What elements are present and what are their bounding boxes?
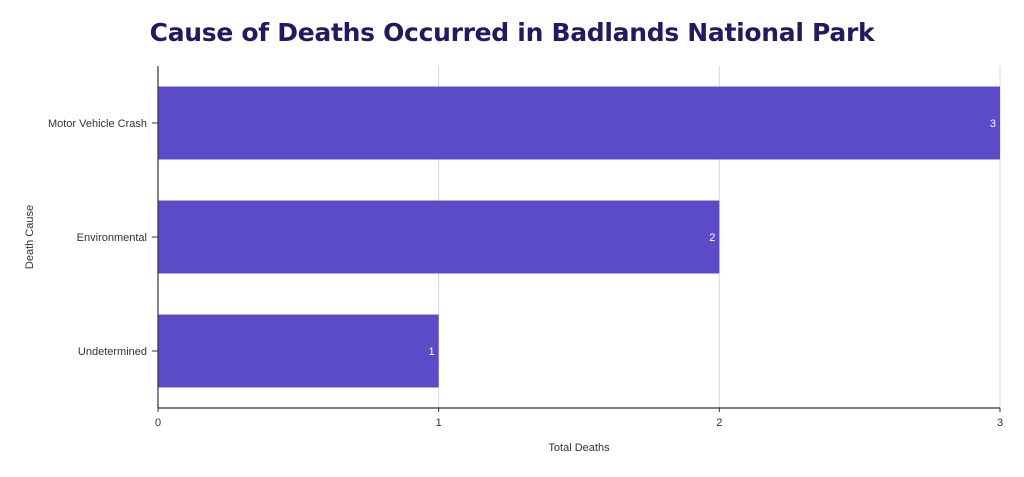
x-tick-label: 0	[155, 417, 161, 429]
y-axis-title: Death Cause	[24, 205, 36, 269]
x-tick-label: 1	[436, 417, 442, 429]
axes	[152, 66, 1001, 412]
data-label: 2	[709, 232, 715, 244]
x-axis-title: Total Deaths	[548, 442, 610, 454]
data-label: 3	[990, 118, 996, 130]
category-label: Motor Vehicle Crash	[48, 118, 147, 130]
x-tick-label: 3	[997, 417, 1003, 429]
bar	[158, 314, 439, 388]
bar	[158, 200, 720, 274]
bar	[158, 86, 1000, 160]
category-label: Environmental	[77, 232, 147, 244]
x-tick-label: 2	[716, 417, 722, 429]
labels: 0 1 2 3 Motor Vehicle Crash 3 Environmental 2 Un…	[48, 118, 1003, 429]
bars	[158, 86, 1000, 388]
data-label: 1	[429, 346, 435, 358]
chart-title: Cause of Deaths Occurred in Badlands Nat…	[149, 18, 875, 47]
category-label: Undetermined	[78, 346, 147, 358]
